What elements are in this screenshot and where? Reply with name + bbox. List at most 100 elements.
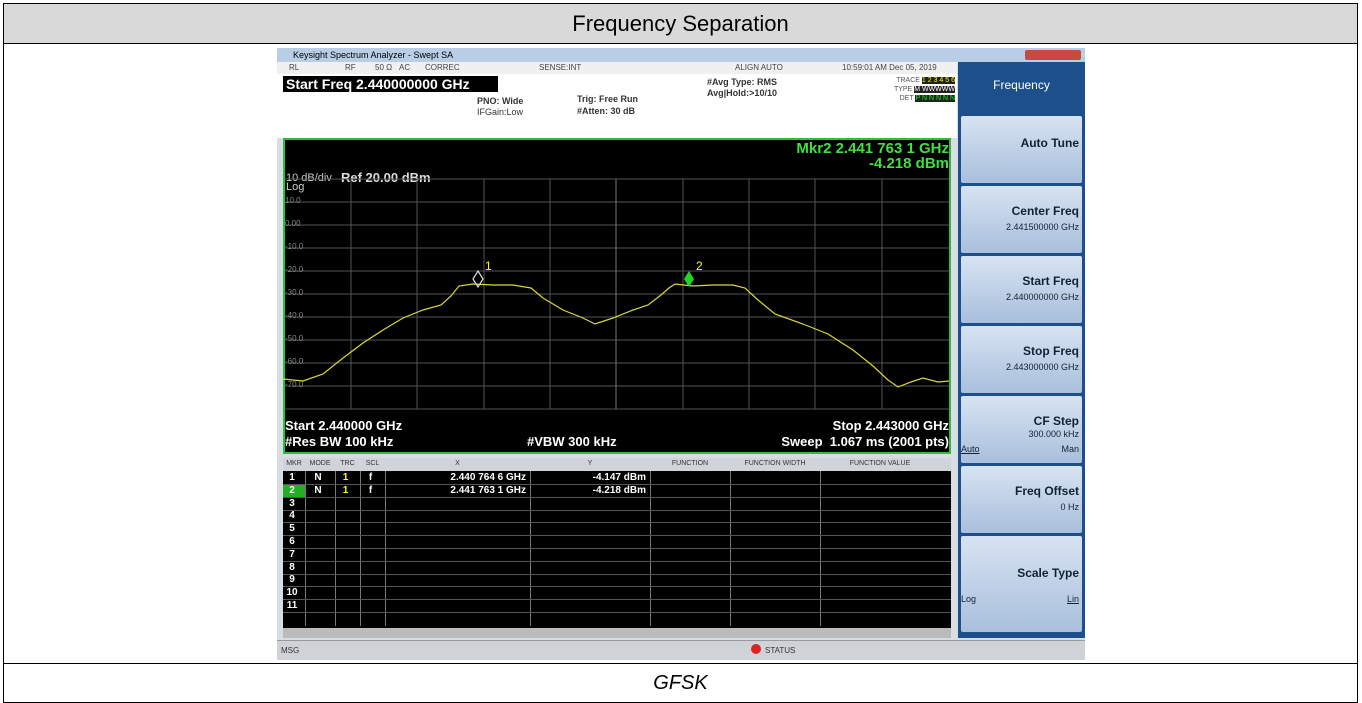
window-buttons[interactable] — [1025, 50, 1081, 60]
softkey[interactable]: Start Freq 2.440000000 GHz — [961, 256, 1082, 323]
marker-2-label: 2 — [696, 259, 703, 273]
column-header: FUNCTION — [671, 460, 709, 467]
column-header: FUNCTION WIDTH — [744, 460, 806, 467]
table-cell: 9 — [289, 574, 295, 586]
softkey[interactable]: Freq Offset 0 Hz — [961, 466, 1082, 533]
table-header: MKR MODE TRC SCL X Y FUNCTION FUNCTION WIDTH FUN… — [283, 458, 951, 471]
row-divider — [283, 573, 951, 575]
ref-level: Ref 20.00 dBm — [341, 170, 431, 185]
table-cell: 6 — [289, 536, 295, 547]
row-divider — [283, 548, 951, 549]
marker-1-diamond — [472, 269, 484, 289]
table-cell: 7 — [289, 548, 295, 560]
row-divider — [283, 522, 951, 524]
plot — [283, 178, 950, 410]
softkey-value: 300.000 kHz — [1028, 429, 1079, 439]
start-freq: Start Freq 2.440000000 GHz — [286, 76, 470, 92]
caption: GFSK — [653, 672, 708, 694]
table-cell: 2.441 763 1 GHz — [450, 484, 526, 496]
softkey-option: Log — [961, 594, 977, 604]
msg: MSG — [281, 646, 300, 655]
column-header: X — [455, 460, 460, 467]
status-line — [277, 62, 957, 74]
table-cell: 8 — [289, 561, 295, 573]
marker-table: MKR MODE TRC SCL X Y FUNCTION FUNCTION WIDTH FUN… — [283, 458, 951, 638]
table-cell: 4 — [289, 510, 295, 522]
table-cell: 10 — [286, 587, 298, 599]
status-item: SENSE:INT — [539, 63, 582, 72]
marker-level: -4.218 dBm — [868, 155, 949, 172]
softkey[interactable]: CF Step 300.000 kHz Auto Man — [961, 396, 1082, 463]
softkey[interactable]: Stop Freq 2.443000000 GHz — [961, 326, 1082, 393]
start-freq-box: Start Freq 2.440000000 GHz — [283, 76, 498, 92]
table-cell: f — [368, 484, 373, 496]
trace-label: TRACE — [896, 77, 920, 84]
trace-labels: TRACE 1 2 3 4 5 6 TYPE M WWWWW DET P N N… — [877, 76, 955, 103]
column-header: MKR — [286, 460, 302, 467]
softkey[interactable]: Center Freq 2.441500000 GHz — [961, 186, 1082, 253]
column-header: FUNCTION VALUE — [849, 460, 911, 467]
vbw-label: #VBW 300 kHz — [527, 434, 617, 449]
marker-2-diamond — [684, 271, 694, 287]
table-cell: 5 — [289, 523, 295, 535]
det-value: P N N N N N — [915, 95, 955, 102]
window-title: Keysight Spectrum Analyzer - Swept SA — [293, 50, 454, 60]
screenshot: Keysight Spectrum Analyzer - Swept SA St… — [277, 48, 1085, 660]
table-cell: 3 — [289, 497, 295, 509]
softkey-option: Auto — [961, 444, 980, 454]
avg-hold: Avg|Hold:>10/10 — [707, 88, 777, 98]
table-cell: 1 — [342, 472, 349, 483]
status-item: CORREC — [425, 63, 460, 72]
det-label: DET — [899, 95, 914, 102]
softkey-label: Stop Freq — [1023, 344, 1079, 358]
status-item: ALIGN AUTO — [735, 63, 783, 72]
trace — [283, 283, 950, 388]
y-label: -20.0 — [285, 265, 304, 274]
y-label: -60.0 — [285, 357, 304, 366]
title-bar: Keysight Spectrum Analyzer - Swept SA — [277, 48, 1085, 62]
stop-label: Stop 2.443000 GHz — [832, 418, 949, 433]
table-cell: -4.218 dBm — [592, 484, 646, 496]
grid — [285, 178, 949, 410]
y-label: 10.0 — [285, 196, 301, 205]
y-label: -10.0 — [285, 242, 304, 251]
row-divider — [283, 535, 951, 537]
y-label: -50.0 — [285, 334, 304, 343]
softkey-label: Auto Tune — [1020, 136, 1079, 150]
softkey[interactable]: Scale Type Log Lin — [961, 536, 1082, 632]
y-label: -40.0 — [285, 311, 304, 320]
pno: PNO: Wide — [477, 96, 524, 106]
ifgain: IFGain:Low — [477, 107, 524, 117]
table-cell: f — [368, 472, 373, 483]
row-highlight — [283, 484, 305, 497]
softkey[interactable]: Auto Tune — [961, 116, 1082, 183]
column-header: MODE — [309, 460, 331, 467]
table-cell: -4.147 dBm — [592, 472, 646, 483]
status-item: 10:59:01 AM Dec 05, 2019 — [842, 63, 937, 72]
row-divider — [283, 560, 951, 562]
start-label: Start 2.440000 GHz — [285, 418, 403, 433]
sweep-label: Sweep 1.067 ms (2001 pts) — [781, 434, 949, 449]
softkey-option: Lin — [1066, 594, 1079, 604]
column-header: SCL — [365, 460, 380, 467]
status-item: RF — [345, 63, 356, 72]
log: Log — [286, 181, 305, 193]
status-item: 50 Ω — [375, 63, 393, 72]
softkey-label: Start Freq — [1022, 274, 1079, 288]
type-label: TYPE — [893, 86, 913, 93]
status[interactable]: STATUS — [765, 646, 796, 655]
type-value: M WWWWW — [914, 86, 955, 93]
table-cell: 1 — [289, 472, 295, 483]
table-cell: 2.440 764 6 GHz — [450, 472, 526, 483]
trace-row: TRACE 1 2 3 4 5 6 — [877, 76, 955, 85]
status-icon — [751, 644, 761, 654]
caption-row: GFSK — [4, 663, 1357, 702]
status-item: RL — [289, 63, 300, 72]
softkey-label: Freq Offset — [1014, 484, 1079, 498]
softkey-label: CF Step — [1033, 414, 1079, 428]
y-label: 0.00 — [285, 219, 301, 228]
det-row: DET P N N N N N — [877, 94, 955, 103]
row-divider — [283, 509, 951, 511]
rbw-label: #Res BW 100 kHz — [285, 434, 394, 449]
